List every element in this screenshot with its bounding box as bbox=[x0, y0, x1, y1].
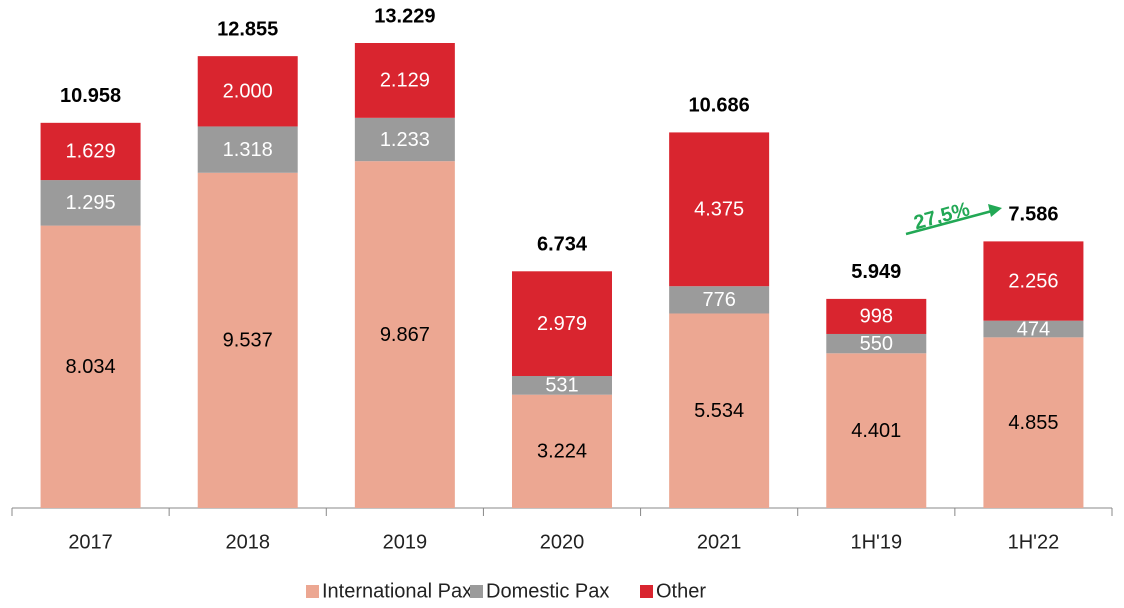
bar-segment bbox=[354, 43, 455, 118]
bar-segment bbox=[983, 241, 1084, 321]
total-label: 12.855 bbox=[217, 18, 278, 40]
annotation-group: 27,5% bbox=[905, 198, 1002, 236]
value-label: 4.375 bbox=[694, 199, 744, 221]
annotation-arrowhead bbox=[988, 204, 1002, 217]
annotation: 27,5% bbox=[912, 198, 973, 234]
bar-segment bbox=[197, 56, 298, 127]
bar-segment bbox=[40, 122, 141, 181]
value-label: 5.534 bbox=[694, 400, 744, 422]
value-label: 998 bbox=[860, 306, 893, 328]
value-label: 550 bbox=[860, 333, 893, 355]
legend-swatch bbox=[306, 585, 319, 598]
bar-segment bbox=[197, 126, 298, 173]
total-label: 10.686 bbox=[689, 95, 750, 117]
legend-swatch bbox=[640, 585, 653, 598]
bar-segment bbox=[40, 225, 141, 509]
annotation-arrow bbox=[905, 209, 993, 236]
bar-segment bbox=[197, 172, 298, 508]
value-label: 2.129 bbox=[380, 70, 430, 92]
bar-segment bbox=[669, 313, 770, 508]
value-label: 1.318 bbox=[223, 139, 273, 161]
x-tick-label: 2019 bbox=[383, 531, 428, 553]
bar-segment bbox=[40, 180, 141, 226]
x-tick-label: 1H'19 bbox=[850, 531, 902, 553]
total-label: 6.734 bbox=[537, 234, 588, 256]
value-label: 776 bbox=[702, 289, 735, 311]
bar-segment bbox=[826, 298, 927, 334]
bar-segment bbox=[669, 286, 770, 314]
bar-segment bbox=[512, 271, 612, 377]
value-label: 531 bbox=[545, 375, 578, 397]
bar-segment bbox=[826, 353, 927, 508]
total-label: 7.586 bbox=[1008, 204, 1058, 226]
total-label: 13.229 bbox=[374, 5, 435, 27]
x-tick-label: 1H'22 bbox=[1008, 531, 1060, 553]
value-label: 2.256 bbox=[1008, 270, 1058, 292]
value-label: 9.867 bbox=[380, 324, 430, 346]
value-label: 1.295 bbox=[66, 192, 116, 214]
value-label: 474 bbox=[1017, 318, 1050, 340]
bar-segment bbox=[826, 333, 927, 354]
bar-segment bbox=[983, 337, 1084, 508]
bar-segment bbox=[354, 161, 455, 508]
value-label: 2.979 bbox=[537, 313, 587, 335]
value-label: 1.233 bbox=[380, 129, 430, 151]
x-tick-label: 2018 bbox=[225, 531, 270, 553]
value-label: 8.034 bbox=[66, 356, 116, 378]
bar-segment bbox=[983, 320, 1084, 338]
value-label: 1.629 bbox=[66, 141, 116, 163]
value-label: 9.537 bbox=[223, 330, 273, 352]
total-label: 10.958 bbox=[60, 85, 121, 107]
value-label: 4.401 bbox=[851, 420, 901, 442]
bar-segment bbox=[354, 117, 455, 162]
legend-swatch bbox=[470, 585, 483, 598]
value-label: 3.224 bbox=[537, 441, 587, 463]
x-tick-label: 2021 bbox=[697, 531, 742, 553]
legend-label: Other bbox=[656, 580, 706, 602]
legend-label: International Pax bbox=[322, 580, 472, 602]
x-tick-label: 2020 bbox=[540, 531, 585, 553]
total-label: 5.949 bbox=[851, 261, 901, 283]
x-tick-label: 2017 bbox=[68, 531, 113, 553]
bar-segment bbox=[512, 394, 612, 508]
bar-segment bbox=[669, 132, 770, 287]
legend-label: Domestic Pax bbox=[486, 580, 609, 602]
bar-segment bbox=[512, 376, 612, 395]
value-label: 4.855 bbox=[1008, 412, 1058, 434]
value-label: 2.000 bbox=[223, 81, 273, 103]
